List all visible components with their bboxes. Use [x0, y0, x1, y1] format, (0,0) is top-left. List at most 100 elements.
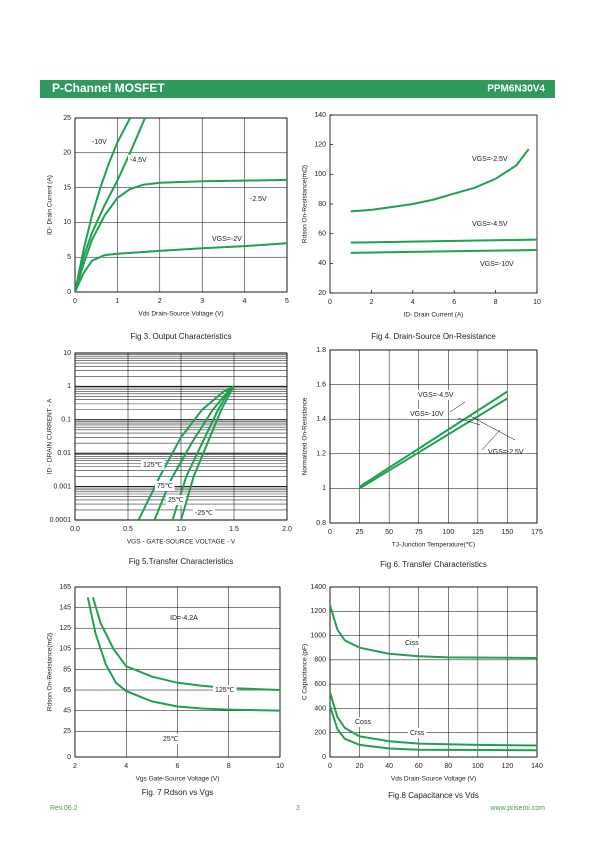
y-tick-label: 145 — [59, 604, 71, 611]
y-tick-label: 1000 — [310, 632, 326, 639]
x-tick-label: 2.0 — [282, 526, 292, 533]
series-line — [75, 178, 287, 292]
x-axis-label: TJ-Junction Temperature(℃) — [392, 542, 475, 549]
label-bg — [470, 219, 510, 229]
plot-frame — [329, 349, 538, 524]
y-tick-label: 100 — [314, 171, 326, 178]
x-tick-label: 0.5 — [123, 526, 133, 533]
label-bg — [166, 495, 186, 505]
series-line — [75, 242, 287, 292]
plot-frame — [329, 586, 538, 758]
series-label: Coss — [355, 719, 371, 726]
series-label: 25℃ — [168, 497, 184, 504]
series-label: VGS=-2V — [212, 236, 242, 243]
y-axis-label: ID - DRAIN CURRENT - A — [47, 398, 54, 474]
series-label: 125℃ — [143, 462, 163, 469]
x-tick-label: 80 — [444, 763, 452, 770]
series-line — [350, 148, 530, 213]
y-tick-label: 60 — [318, 231, 326, 238]
series-line — [180, 385, 235, 520]
x-tick-label: 2 — [369, 299, 373, 306]
y-tick-label: 600 — [314, 681, 326, 688]
y-axis-label: Rdson On-Resistance(mΩ) — [302, 165, 309, 243]
y-tick-label: 1200 — [310, 608, 326, 615]
y-tick-label: 200 — [314, 730, 326, 737]
series-label: Ciss — [405, 640, 419, 647]
header-bar — [40, 80, 555, 98]
header-part: PPM6N30V4 — [487, 84, 545, 95]
y-tick-label: 1.2 — [316, 451, 326, 458]
label-bg — [155, 481, 175, 491]
label-bg — [478, 259, 516, 269]
series-line — [350, 249, 537, 254]
caption: Fig. 7 Rdson vs Vgs — [142, 788, 214, 797]
label-bg — [470, 154, 510, 164]
y-tick-label: 0.01 — [57, 450, 71, 457]
header-title: P-Channel MOSFET — [52, 81, 165, 95]
x-tick-label: 125 — [472, 529, 484, 536]
y-tick-label: 0 — [67, 754, 71, 761]
y-tick-label: 25 — [63, 115, 71, 122]
series-line — [75, 118, 131, 292]
x-tick-label: 1.5 — [229, 526, 239, 533]
leader-line — [457, 417, 481, 426]
x-tick-label: 2 — [73, 763, 77, 770]
series-label: Crss — [410, 730, 425, 737]
label-bg — [408, 728, 427, 738]
x-tick-label: 25 — [356, 529, 364, 536]
x-tick-label: 0 — [73, 298, 77, 305]
y-axis-label: Normalized On-Resistance — [302, 397, 309, 475]
caption: Fig 3. Output Characteristics — [130, 332, 231, 341]
x-tick-label: 0 — [328, 529, 332, 536]
x-tick-label: 4 — [124, 763, 128, 770]
y-tick-label: 45 — [63, 707, 71, 714]
x-tick-label: 3 — [200, 298, 204, 305]
x-tick-label: 75 — [415, 529, 423, 536]
caption: Fig 6. Transfer Characteristics — [380, 560, 487, 569]
label-bg — [90, 137, 109, 147]
leader-line — [481, 429, 501, 451]
series-line — [359, 397, 508, 490]
series-line — [75, 118, 146, 292]
series-label: VGS=-2.5V — [472, 156, 508, 163]
x-tick-label: 2 — [158, 298, 162, 305]
series-label: 25℃ — [163, 736, 179, 743]
y-tick-label: 20 — [318, 290, 326, 297]
x-tick-label: 10 — [533, 299, 541, 306]
y-tick-label: 20 — [63, 150, 71, 157]
label-bg — [141, 460, 165, 470]
y-tick-label: 120 — [314, 142, 326, 149]
y-tick-label: 0.0001 — [50, 517, 72, 524]
y-tick-label: 1 — [67, 383, 71, 390]
x-tick-label: 120 — [502, 763, 514, 770]
series-label: VGS=-10V — [410, 411, 444, 418]
x-tick-label: 100 — [442, 529, 454, 536]
y-tick-label: 85 — [63, 666, 71, 673]
x-axis-label: Vds Drain-Source Voltage (V) — [391, 776, 476, 783]
caption: Fig 5.Transfer Characteristics — [129, 557, 234, 566]
y-tick-label: 400 — [314, 705, 326, 712]
y-axis-label: C Capacitance (pF) — [302, 644, 309, 700]
y-tick-label: 1 — [322, 485, 326, 492]
y-tick-label: 1.4 — [316, 416, 326, 423]
y-tick-label: 10 — [63, 219, 71, 226]
x-tick-label: 4 — [411, 299, 415, 306]
label-bg — [248, 194, 269, 204]
y-tick-label: 140 — [314, 112, 326, 119]
label-bg — [128, 155, 149, 165]
series-line — [171, 385, 235, 520]
y-tick-label: 0.1 — [61, 417, 71, 424]
series-line — [330, 604, 537, 659]
leader-line — [449, 401, 466, 413]
x-tick-label: 1.0 — [176, 526, 186, 533]
x-tick-label: 50 — [385, 529, 393, 536]
series-label: VGS=-4.5V — [472, 221, 508, 228]
series-line — [91, 597, 280, 691]
series-line — [359, 390, 508, 488]
series-label: -4.5V — [130, 157, 147, 164]
y-tick-label: 0 — [67, 289, 71, 296]
series-label: -2.5V — [250, 196, 267, 203]
y-tick-label: 0.001 — [53, 483, 71, 490]
plot-frame — [74, 586, 281, 758]
